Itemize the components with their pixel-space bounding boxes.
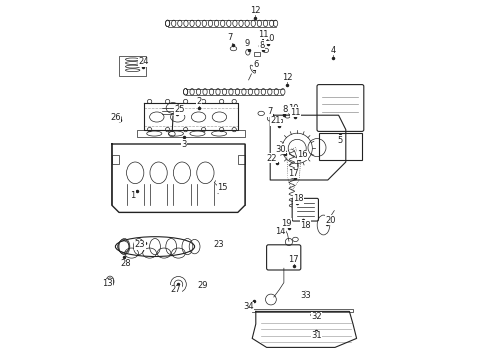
Bar <box>238 155 245 164</box>
Text: 12: 12 <box>282 73 293 82</box>
Text: 12: 12 <box>250 6 260 15</box>
Text: 4: 4 <box>331 46 336 55</box>
Text: 26: 26 <box>110 112 121 122</box>
Text: 17: 17 <box>288 255 299 264</box>
Text: 18: 18 <box>293 194 304 203</box>
Text: 16: 16 <box>297 150 308 159</box>
Text: 11: 11 <box>258 30 269 39</box>
Text: 3: 3 <box>181 140 187 149</box>
Text: 19: 19 <box>281 219 292 228</box>
Text: 20: 20 <box>325 216 336 225</box>
Text: 33: 33 <box>300 292 311 300</box>
Bar <box>119 56 146 76</box>
Text: 31: 31 <box>311 331 321 340</box>
Text: 21: 21 <box>270 116 281 125</box>
Text: 5: 5 <box>338 136 343 145</box>
Text: 1: 1 <box>130 191 135 199</box>
Text: 29: 29 <box>197 281 208 289</box>
Bar <box>252 309 353 312</box>
Text: 34: 34 <box>244 302 254 311</box>
Text: 23: 23 <box>135 240 145 249</box>
Text: 30: 30 <box>275 145 286 154</box>
Text: 17: 17 <box>288 169 299 178</box>
Text: 9: 9 <box>245 40 250 49</box>
Text: 14: 14 <box>275 227 286 236</box>
Bar <box>137 130 245 137</box>
Text: 6: 6 <box>254 60 259 69</box>
Text: 15: 15 <box>218 184 228 193</box>
Text: 25: 25 <box>174 105 185 114</box>
Text: 13: 13 <box>102 279 113 288</box>
Text: 2: 2 <box>196 97 201 106</box>
Text: 7: 7 <box>227 33 233 42</box>
Text: 8: 8 <box>282 105 287 114</box>
Text: 8: 8 <box>260 41 265 50</box>
Text: 27: 27 <box>171 285 181 294</box>
Bar <box>319 133 362 160</box>
Text: 10: 10 <box>264 35 275 44</box>
Text: 28: 28 <box>120 259 131 268</box>
Text: 22: 22 <box>267 154 277 163</box>
Text: 23: 23 <box>214 240 224 248</box>
Text: 18: 18 <box>300 220 311 230</box>
Bar <box>254 52 261 56</box>
Text: 7: 7 <box>268 107 273 116</box>
Bar <box>275 119 282 122</box>
Text: 11: 11 <box>290 108 301 117</box>
Text: 24: 24 <box>138 58 149 67</box>
Bar <box>112 155 119 164</box>
Text: 10: 10 <box>288 104 299 113</box>
Text: 32: 32 <box>311 312 321 321</box>
